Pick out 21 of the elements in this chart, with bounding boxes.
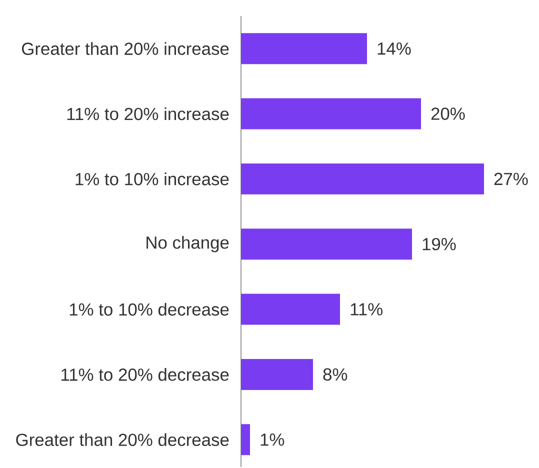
data-label: 1% [260,434,284,446]
y-tick-label: 1% to 10% increase [76,172,229,186]
bar [241,228,412,260]
bar [241,164,484,195]
y-tick-label: No change [146,236,229,252]
bar [241,294,340,326]
y-tick-label: 11% to 20% decrease [62,368,229,382]
data-label: 14% [378,42,411,55]
data-label: 27% [494,173,528,186]
data-label: 11% [350,303,383,316]
data-label: 8% [323,368,348,381]
bar [241,359,313,390]
bar [241,98,421,130]
y-tick-label: Greater than 20% increase [22,42,229,56]
bar [241,424,250,456]
y-tick-label: 11% to 20% increase [67,108,229,120]
y-tick-label: Greater than 20% decrease [16,433,229,446]
data-label: 20% [431,108,465,120]
bar [241,33,367,64]
data-label: 19% [422,238,456,251]
y-tick-label: 1% to 10% decrease [70,303,229,316]
